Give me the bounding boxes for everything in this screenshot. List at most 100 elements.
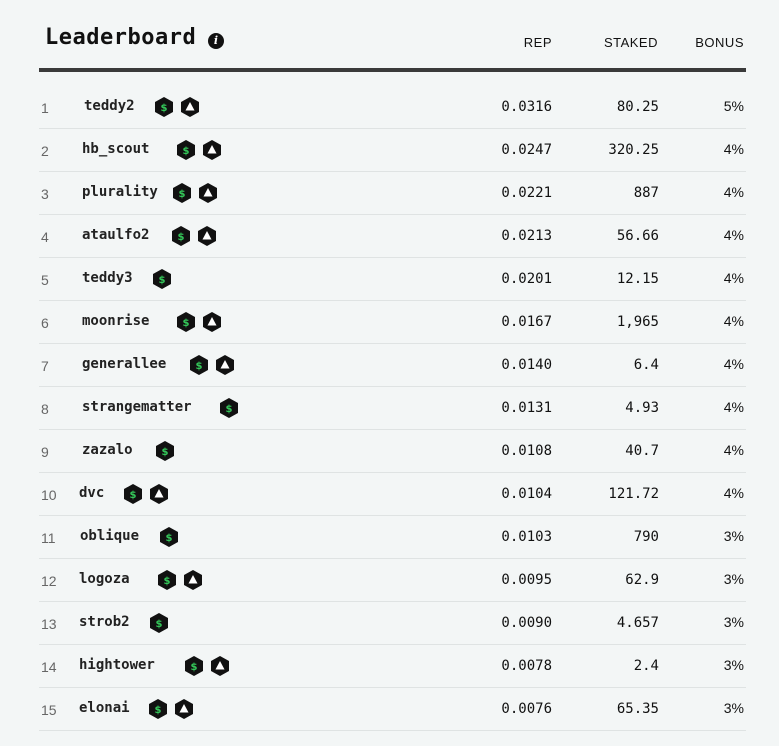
table-row[interactable]: 14 hightower $0.0078 2.4 3% — [39, 645, 746, 688]
svg-text:$: $ — [183, 146, 190, 157]
table-row[interactable]: 4 ataulfo2 $0.0213 56.66 4% — [39, 215, 746, 258]
username-link[interactable]: generallee — [82, 356, 167, 372]
triangle-badge-icon[interactable] — [202, 139, 222, 161]
dollar-badge-icon[interactable]: $ — [123, 483, 143, 505]
dollar-badge-icon[interactable]: $ — [152, 268, 172, 290]
badges: $ — [123, 483, 175, 505]
svg-text:$: $ — [196, 361, 203, 372]
dollar-badge-icon[interactable]: $ — [149, 612, 169, 634]
table-row[interactable]: 5 teddy3 $0.0201 12.15 4% — [39, 258, 746, 301]
table-row[interactable]: 9 zazalo $0.0108 40.7 4% — [39, 430, 746, 473]
rep-value: 0.0076 — [501, 701, 552, 717]
rank-number: 2 — [41, 143, 49, 159]
rank-number: 12 — [41, 573, 57, 589]
column-header-bonus[interactable]: BONUS — [695, 35, 744, 50]
rank-number: 5 — [41, 272, 49, 288]
table-row[interactable]: 11 oblique $0.0103 790 3% — [39, 516, 746, 559]
bonus-value: 3% — [723, 614, 744, 630]
table-row[interactable]: 13 strob2 $0.0090 4.657 3% — [39, 602, 746, 645]
table-row[interactable]: 12 logoza $0.0095 62.9 3% — [39, 559, 746, 602]
badges: $ — [172, 182, 224, 204]
triangle-badge-icon[interactable] — [210, 655, 230, 677]
bonus-value: 5% — [723, 98, 744, 114]
username-link[interactable]: moonrise — [82, 313, 150, 329]
dollar-badge-icon[interactable]: $ — [159, 526, 179, 548]
badges: $ — [176, 311, 228, 333]
dollar-badge-icon[interactable]: $ — [184, 655, 204, 677]
username-link[interactable]: dvc — [79, 485, 105, 501]
username-link[interactable]: elonai — [79, 700, 130, 716]
rep-value: 0.0095 — [501, 572, 552, 588]
rank-number: 15 — [41, 702, 57, 718]
table-row[interactable]: 10 dvc $0.0104 121.72 4% — [39, 473, 746, 516]
triangle-badge-icon[interactable] — [198, 182, 218, 204]
staked-value: 4.93 — [625, 400, 659, 416]
rep-value: 0.0167 — [501, 314, 552, 330]
dollar-badge-icon[interactable]: $ — [171, 225, 191, 247]
rep-value: 0.0247 — [501, 142, 552, 158]
badges: $ — [219, 397, 245, 419]
info-icon[interactable]: i — [208, 33, 224, 49]
username-link[interactable]: hightower — [79, 657, 155, 673]
svg-text:$: $ — [162, 447, 169, 458]
username-link[interactable]: plurality — [82, 184, 158, 200]
svg-text:$: $ — [155, 705, 162, 716]
triangle-badge-icon[interactable] — [197, 225, 217, 247]
username-link[interactable]: zazalo — [82, 442, 133, 458]
column-header-rep[interactable]: REP — [523, 35, 552, 50]
triangle-badge-icon[interactable] — [174, 698, 194, 720]
dollar-badge-icon[interactable]: $ — [176, 139, 196, 161]
dollar-badge-icon[interactable]: $ — [154, 96, 174, 118]
dollar-badge-icon[interactable]: $ — [189, 354, 209, 376]
table-row[interactable]: 7 generallee $0.0140 6.4 4% — [39, 344, 746, 387]
triangle-badge-icon[interactable] — [202, 311, 222, 333]
bonus-value: 4% — [723, 399, 744, 415]
table-row[interactable]: 6 moonrise $0.0167 1,965 4% — [39, 301, 746, 344]
table-row[interactable]: 2 hb_scout $0.0247 320.25 4% — [39, 129, 746, 172]
username-link[interactable]: teddy3 — [82, 270, 133, 286]
bonus-value: 3% — [723, 571, 744, 587]
staked-value: 6.4 — [633, 357, 659, 373]
username-link[interactable]: strangematter — [82, 399, 192, 415]
username-link[interactable]: hb_scout — [82, 141, 150, 157]
triangle-badge-icon[interactable] — [183, 569, 203, 591]
triangle-badge-icon[interactable] — [149, 483, 169, 505]
triangle-badge-icon[interactable] — [215, 354, 235, 376]
table-row[interactable]: 8 strangematter $0.0131 4.93 4% — [39, 387, 746, 430]
badges: $ — [148, 698, 200, 720]
bonus-value: 4% — [723, 313, 744, 329]
column-header-staked[interactable]: STAKED — [603, 35, 658, 50]
rep-value: 0.0213 — [501, 228, 552, 244]
username-link[interactable]: oblique — [80, 528, 140, 544]
dollar-badge-icon[interactable]: $ — [172, 182, 192, 204]
table-row[interactable]: 1 teddy2 $0.0316 80.25 5% — [39, 86, 746, 129]
staked-value: 887 — [633, 185, 659, 201]
table-row[interactable]: 3 plurality $0.0221 887 4% — [39, 172, 746, 215]
dollar-badge-icon[interactable]: $ — [155, 440, 175, 462]
rep-value: 0.0103 — [501, 529, 552, 545]
rep-value: 0.0104 — [501, 486, 552, 502]
badges: $ — [159, 526, 185, 548]
badges: $ — [184, 655, 236, 677]
username-link[interactable]: teddy2 — [84, 98, 135, 114]
rank-number: 11 — [41, 530, 56, 546]
staked-value: 4.657 — [616, 615, 659, 631]
rep-value: 0.0221 — [501, 185, 552, 201]
rep-value: 0.0090 — [501, 615, 552, 631]
dollar-badge-icon[interactable]: $ — [176, 311, 196, 333]
username-link[interactable]: strob2 — [79, 614, 130, 630]
rank-number: 8 — [41, 401, 49, 417]
rank-number: 4 — [41, 229, 49, 245]
dollar-badge-icon[interactable]: $ — [219, 397, 239, 419]
bonus-value: 4% — [723, 141, 744, 157]
staked-value: 790 — [633, 529, 659, 545]
dollar-badge-icon[interactable]: $ — [157, 569, 177, 591]
username-link[interactable]: ataulfo2 — [82, 227, 150, 243]
staked-value: 12.15 — [616, 271, 659, 287]
dollar-badge-icon[interactable]: $ — [148, 698, 168, 720]
triangle-badge-icon[interactable] — [180, 96, 200, 118]
table-row[interactable]: 15 elonai $0.0076 65.35 3% — [39, 688, 746, 731]
username-link[interactable]: logoza — [79, 571, 130, 587]
staked-value: 62.9 — [625, 572, 659, 588]
bonus-value: 4% — [723, 227, 744, 243]
